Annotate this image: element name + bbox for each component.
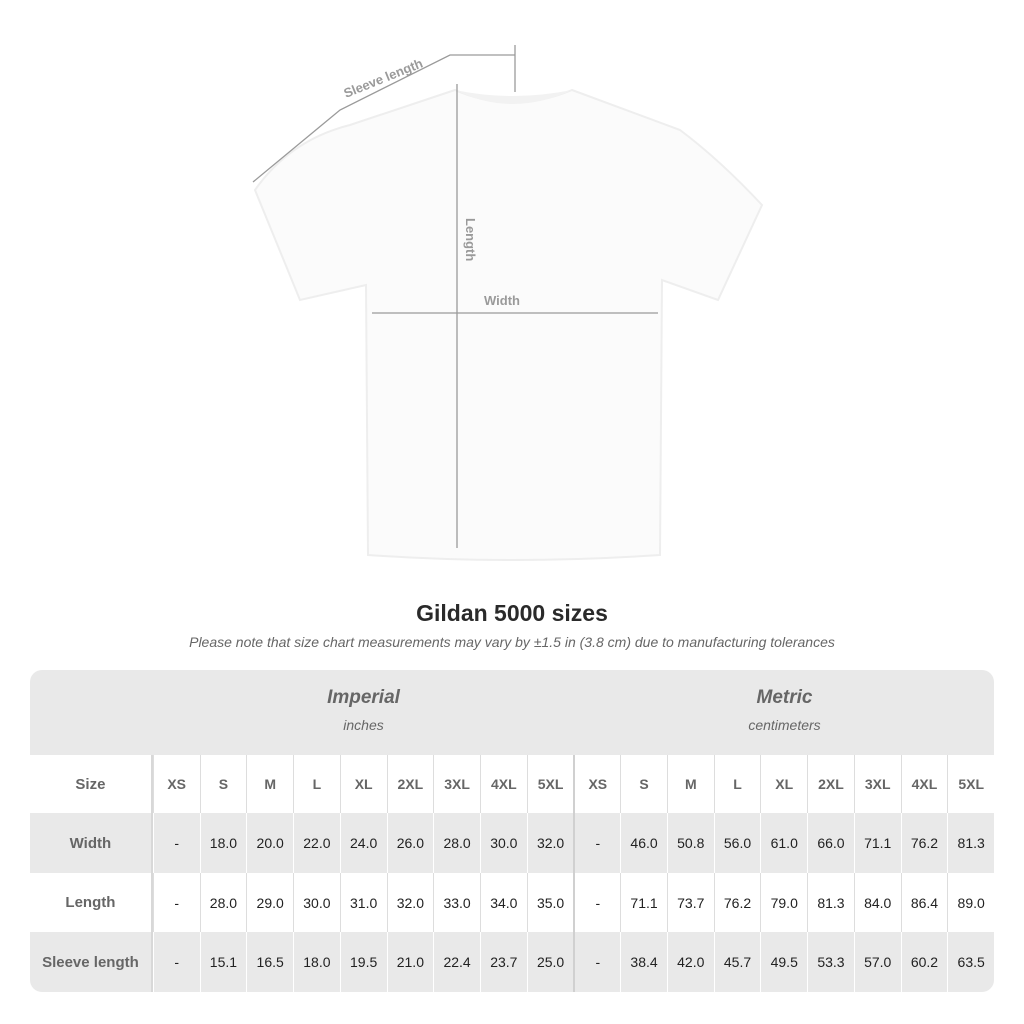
sleeve-length-label: Sleeve length [342,55,425,100]
table-cell: - [573,932,620,992]
size-header-cell: S [620,755,667,813]
size-header-cell: 2XL [386,755,434,813]
table-cell: - [573,813,620,873]
size-table: Imperial inches Metric centimeters Size X… [30,670,994,992]
length-label: Length [463,218,478,261]
size-header-row: Size XS S M L XL 2XL 3XL 4XL 5XL XS S M L XL 2XL 3XL 4XL 5… [30,755,994,813]
table-cell: 81.3 [947,813,994,873]
table-cell: 86.4 [900,873,948,932]
table-cell: 50.8 [666,813,714,873]
table-cell: 89.0 [947,873,994,932]
table-cell: - [573,873,620,932]
table-cell: 19.5 [339,932,387,992]
metric-title: Metric [756,687,813,708]
size-header-cell: 3XL [433,755,480,813]
size-header-cell: L [713,755,761,813]
table-cell: 23.7 [479,932,527,992]
metric-unit: centimeters [748,717,821,733]
table-cell: 63.5 [947,932,994,992]
table-cell: 18.0 [293,932,340,992]
table-cell: 18.0 [199,813,247,873]
table-row: Length -28.0 29.0 30.0 31.0 32.0 33.0 34.0 35.0-… [30,873,994,932]
table-cell: 45.7 [713,932,761,992]
table-cell: 35.0 [526,873,574,932]
table-cell: 46.0 [620,813,667,873]
table-cell: 25.0 [526,932,574,992]
table-cell: 76.2 [900,813,948,873]
table-cell: 26.0 [386,813,434,873]
table-cell: 20.0 [246,813,293,873]
table-cell: 66.0 [807,813,854,873]
table-cell: 42.0 [666,932,714,992]
table-cell: - [152,873,200,932]
row-label: Width [30,813,153,873]
table-cell: 22.4 [433,932,480,992]
imperial-group: Imperial inches [153,687,574,733]
table-cell: 28.0 [199,873,247,932]
table-cell: 79.0 [760,873,807,932]
page-title: Gildan 5000 sizes [416,600,608,626]
table-cell: 53.3 [807,932,854,992]
table-cell: 33.0 [433,873,480,932]
table-cell: 34.0 [479,873,527,932]
tshirt-image [253,88,764,561]
size-header-cell: XL [339,755,387,813]
table-cell: 56.0 [713,813,761,873]
table-cell: 60.2 [900,932,948,992]
table-cell: 29.0 [246,873,293,932]
size-header-cell: XS [152,755,200,813]
size-header-cell: L [293,755,340,813]
size-header-cell: M [666,755,714,813]
size-header-cell: S [199,755,247,813]
table-cell: 22.0 [293,813,340,873]
size-header-cell: XL [760,755,807,813]
table-cell: 81.3 [807,873,854,932]
table-cell: 71.1 [853,813,901,873]
row-label: Length [30,873,153,932]
table-cell: 61.0 [760,813,807,873]
size-header-cell: 2XL [807,755,854,813]
size-header-cell: 5XL [947,755,994,813]
size-header-cell: XS [573,755,620,813]
tolerance-note: Please note that size chart measurements… [189,634,835,650]
table-cell: - [152,932,200,992]
table-cell: 71.1 [620,873,667,932]
table-cell: 76.2 [713,873,761,932]
metric-group: Metric centimeters [574,687,994,733]
table-cell: 24.0 [339,813,387,873]
row-label: Sleeve length [30,932,153,992]
table-cell: 15.1 [199,932,247,992]
table-cell: 31.0 [339,873,387,932]
table-row: Width -18.0 20.0 22.0 24.0 26.0 28.0 30.0 32.0-4… [30,813,994,873]
size-header-cell: 4XL [479,755,527,813]
size-header-cell: 3XL [853,755,901,813]
table-cell: 84.0 [853,873,901,932]
table-cell: 32.0 [526,813,574,873]
row-label: Size [30,755,153,813]
table-cell: 30.0 [479,813,527,873]
table-cell: 21.0 [386,932,434,992]
imperial-title: Imperial [327,687,400,708]
unit-header: Imperial inches Metric centimeters [30,670,994,755]
table-cell: 38.4 [620,932,667,992]
table-cell: 28.0 [433,813,480,873]
size-header-cell: 4XL [900,755,948,813]
table-cell: 57.0 [853,932,901,992]
table-cell: 32.0 [386,873,434,932]
size-header-cell: 5XL [526,755,574,813]
table-row: Sleeve length -15.1 16.5 18.0 19.5 21.0 22.4 23… [30,932,994,992]
imperial-unit: inches [343,717,384,733]
table-cell: 73.7 [666,873,714,932]
table-cell: - [152,813,200,873]
table-cell: 16.5 [246,932,293,992]
tshirt-diagram: Sleeve length Length Width [252,45,764,561]
size-header-cell: M [246,755,293,813]
table-cell: 49.5 [760,932,807,992]
table-cell: 30.0 [293,873,340,932]
width-label: Width [484,293,520,308]
